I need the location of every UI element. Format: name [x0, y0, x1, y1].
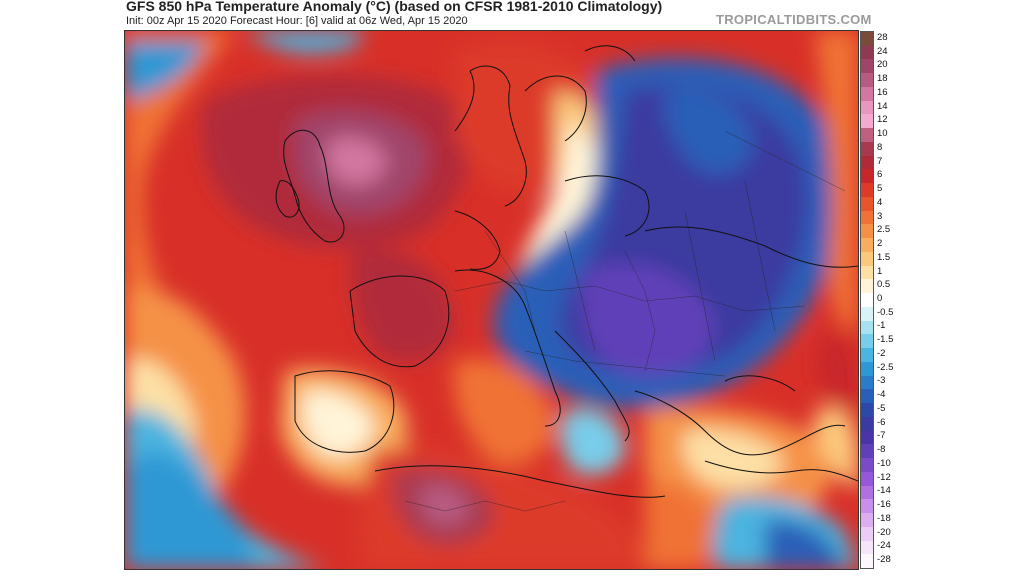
- legend-label: 24: [877, 45, 888, 57]
- legend-swatch: [861, 485, 873, 500]
- legend-label: 14: [877, 100, 888, 112]
- legend-label: 16: [877, 86, 888, 98]
- legend-swatch: [861, 210, 873, 225]
- legend-swatch: [861, 458, 873, 473]
- legend-label: 3: [877, 210, 883, 222]
- legend-label: -28: [877, 554, 891, 566]
- legend-swatch: [861, 59, 873, 74]
- legend-swatch: [861, 471, 873, 487]
- legend-swatch: [861, 265, 873, 280]
- legend-swatch: [861, 128, 873, 143]
- legend-swatch: [861, 361, 873, 377]
- legend-swatch: [861, 375, 873, 390]
- legend-label: -14: [877, 485, 891, 497]
- map-title: GFS 850 hPa Temperature Anomaly (°C) (ba…: [126, 0, 663, 14]
- legend-swatch: [861, 306, 873, 322]
- legend-swatch: [861, 389, 873, 404]
- legend-label: 7: [877, 155, 883, 167]
- legend-swatch: [861, 403, 873, 418]
- coastlines: [275, 45, 858, 498]
- legend-swatch: [861, 100, 873, 115]
- temperature-anomaly-map: [125, 31, 858, 569]
- legend-swatch: [861, 238, 873, 253]
- brand-watermark: TROPICALTIDBITS.COM: [716, 12, 872, 27]
- legend-label: 12: [877, 114, 888, 126]
- legend-label: 0: [877, 293, 883, 304]
- legend-label: 28: [877, 31, 888, 43]
- legend-label: 18: [877, 73, 888, 85]
- legend-swatch: [861, 430, 873, 445]
- anomaly-shading: [125, 31, 858, 569]
- legend-label: 1: [877, 265, 883, 277]
- legend-swatch: [861, 554, 873, 569]
- legend-label: -3: [877, 375, 886, 387]
- legend-label: -4: [877, 389, 886, 401]
- legend-swatch: [861, 293, 873, 308]
- color-scale-legend: [860, 31, 874, 569]
- legend-swatch: [861, 169, 873, 184]
- legend-swatch: [861, 251, 873, 267]
- legend-label: -1: [877, 320, 886, 332]
- borders: [404, 130, 846, 512]
- legend-label: 5: [877, 183, 883, 195]
- legend-swatch: [861, 155, 873, 170]
- legend-label: 6: [877, 169, 883, 181]
- legend-label: -12: [877, 471, 891, 483]
- legend-swatch: [861, 141, 873, 157]
- legend-swatch: [861, 416, 873, 432]
- legend-label: -5: [877, 402, 886, 414]
- legend-label: 8: [877, 141, 883, 153]
- legend-swatch: [861, 86, 873, 102]
- legend-swatch: [861, 279, 873, 294]
- legend-label: 10: [877, 128, 888, 140]
- legend-label: -8: [877, 444, 886, 456]
- legend-label: 4: [877, 196, 883, 208]
- legend-label: -10: [877, 457, 891, 469]
- color-scale-labels: 28 24 20 18 16 14 12 10 8 7 6 5 4 3 2.5 2 1.5 1 0.5 0 -0.5 -1…: [877, 31, 917, 569]
- legend-label: -0.5: [877, 306, 894, 318]
- legend-swatch: [861, 526, 873, 541]
- legend-swatch: [861, 196, 873, 212]
- legend-label: 2.5: [877, 224, 891, 236]
- legend-swatch: [861, 32, 873, 47]
- legend-label: -6: [877, 416, 886, 428]
- legend-swatch: [861, 183, 873, 198]
- legend-swatch: [861, 348, 873, 363]
- map-canvas: [125, 31, 858, 569]
- legend-label: 20: [877, 59, 888, 71]
- legend-label: -2.5: [877, 361, 894, 373]
- legend-label: -1.5: [877, 334, 894, 346]
- legend-label: -2: [877, 347, 886, 359]
- legend-swatch: [861, 444, 873, 459]
- legend-label: 1.5: [877, 251, 891, 263]
- legend-label: -7: [877, 430, 886, 442]
- legend-swatch: [861, 73, 873, 88]
- legend-label: -16: [877, 499, 891, 511]
- map-subtitle: Init: 00z Apr 15 2020 Forecast Hour: [6]…: [126, 15, 468, 27]
- legend-swatch: [861, 114, 873, 129]
- legend-swatch: [861, 224, 873, 239]
- legend-swatch: [861, 513, 873, 528]
- legend-swatch: [861, 320, 873, 335]
- legend-swatch: [861, 45, 873, 60]
- legend-label: 2: [877, 238, 883, 250]
- legend-swatch: [861, 540, 873, 555]
- legend-label: -18: [877, 512, 891, 524]
- legend-swatch: [861, 499, 873, 514]
- legend-label: -20: [877, 526, 891, 538]
- legend-label: 0.5: [877, 279, 891, 291]
- legend-swatch: [861, 334, 873, 349]
- legend-label: -24: [877, 540, 891, 552]
